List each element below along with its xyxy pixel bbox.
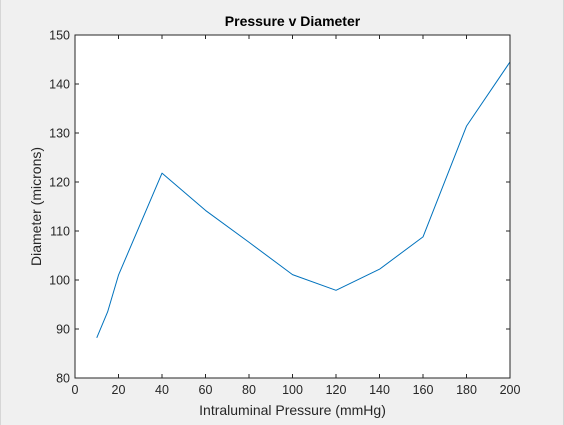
y-tick-label: 80 bbox=[56, 372, 70, 386]
x-tick-label: 200 bbox=[500, 383, 521, 397]
x-tick-label: 80 bbox=[242, 383, 256, 397]
x-tick-label: 60 bbox=[199, 383, 213, 397]
y-tick-label: 100 bbox=[49, 274, 70, 288]
x-tick-label: 20 bbox=[112, 383, 126, 397]
tick-labels: 0 20 40 60 80 100 120 140 160 180 200 80 90 100 110 120… bbox=[49, 29, 520, 398]
y-tick-label: 130 bbox=[49, 127, 70, 141]
x-tick-label: 40 bbox=[155, 383, 169, 397]
y-tick-label: 110 bbox=[50, 225, 70, 239]
x-tick-label: 0 bbox=[72, 383, 79, 397]
x-tick-label: 140 bbox=[369, 383, 390, 397]
x-tick-label: 180 bbox=[456, 383, 477, 397]
plot-frame bbox=[74, 34, 511, 379]
series-line-1 bbox=[96, 61, 511, 339]
x-tick-label: 120 bbox=[326, 383, 347, 397]
y-tick-label: 140 bbox=[49, 78, 70, 92]
chart-title: Pressure v Diameter bbox=[225, 13, 361, 29]
x-tick-label: 100 bbox=[282, 383, 303, 397]
y-axis-label: Diameter (microns) bbox=[28, 147, 44, 266]
plot-area bbox=[75, 35, 510, 378]
y-tick-label: 150 bbox=[49, 29, 70, 43]
y-tick-label: 120 bbox=[49, 176, 70, 190]
x-tick-label: 160 bbox=[413, 383, 434, 397]
series-layer bbox=[96, 61, 511, 339]
x-axis-label: Intraluminal Pressure (mmHg) bbox=[199, 402, 386, 418]
y-tick-label: 90 bbox=[56, 323, 70, 337]
